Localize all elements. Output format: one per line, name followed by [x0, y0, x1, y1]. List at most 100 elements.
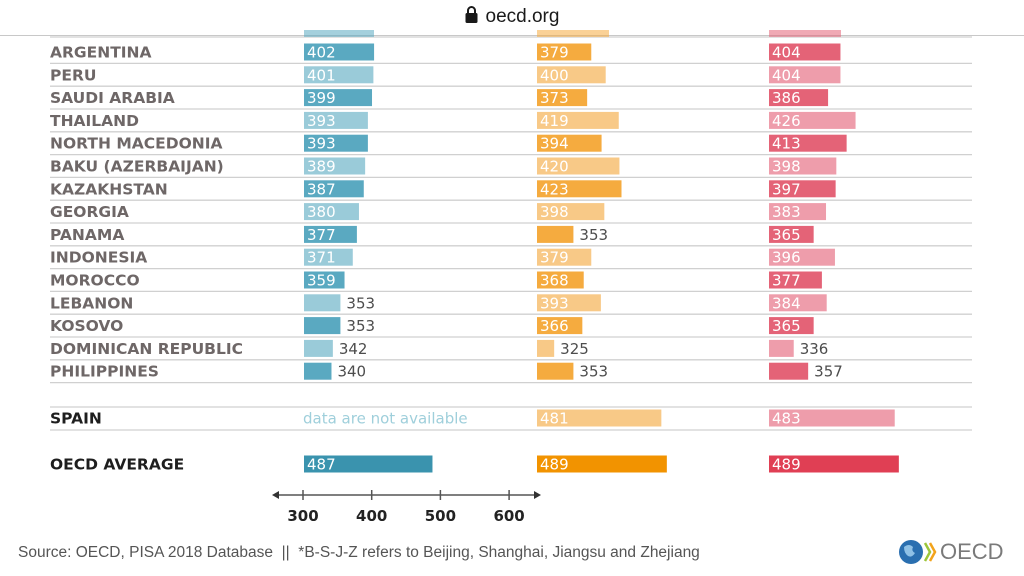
partial-math-bar [537, 30, 609, 37]
country-label: LEBANON [50, 294, 133, 312]
country-label: KAZAKHSTAN [50, 180, 168, 198]
partial-science-bar [769, 30, 841, 37]
spain-science-value-label: 483 [772, 410, 801, 428]
row-0-bar [304, 203, 359, 221]
row-0-bar [304, 111, 368, 129]
row-2-value-label: 383 [772, 203, 801, 221]
x-axis-right-arrow [534, 491, 541, 499]
row-0-bar [304, 43, 375, 61]
row-2-value-label: 404 [772, 44, 801, 62]
row-0-value-label: 387 [307, 180, 336, 198]
row-2-bar [769, 157, 837, 175]
row-0-value-label: 380 [307, 203, 336, 221]
row-0-bar [304, 157, 366, 175]
row-0-bar [304, 134, 368, 152]
country-label: SAUDI ARABIA [50, 89, 175, 107]
row-1-bar [537, 339, 555, 357]
country-label: BAKU (AZERBAIJAN) [50, 158, 224, 176]
country-label: THAILAND [50, 112, 139, 130]
row-2-value-label: 357 [814, 363, 843, 381]
spain-math-bar [537, 409, 662, 427]
url-display[interactable]: oecd.org [0, 6, 1024, 29]
oecd-math-value-label: 489 [540, 456, 569, 474]
row-1-bar [537, 294, 601, 312]
row-2-bar [769, 339, 794, 357]
row-1-bar [537, 203, 605, 221]
row-1-bar [537, 362, 574, 380]
row-2-value-label: 384 [772, 294, 801, 312]
row-2-value-label: 413 [772, 135, 801, 153]
row-2-value-label: 426 [772, 112, 801, 130]
country-label: ARGENTINA [50, 44, 152, 62]
row-2-value-label: 365 [772, 226, 801, 244]
row-1-bar [537, 180, 622, 198]
x-axis-tick-label: 400 [356, 507, 387, 525]
country-label: NORTH MACEDONIA [50, 135, 223, 153]
row-1-value-label: 394 [540, 135, 569, 153]
source-note: Source: OECD, PISA 2018 Database || *B-S… [18, 544, 700, 561]
row-1-value-label: 420 [540, 158, 569, 176]
oecd-logo[interactable]: OECD [898, 537, 1004, 567]
spain-math-value-label: 481 [540, 410, 569, 428]
row-1-value-label: 398 [540, 203, 569, 221]
country-label: INDONESIA [50, 249, 147, 267]
row-1-bar [537, 43, 592, 61]
oecd-logo-text: OECD [940, 539, 1004, 564]
row-2-value-label: 336 [800, 340, 829, 358]
row-0-bar [304, 294, 341, 312]
x-axis-left-arrow [272, 491, 279, 499]
row-2-bar [769, 225, 814, 243]
row-0-value-label: 393 [307, 135, 336, 153]
row-0-bar [304, 89, 373, 107]
row-1-value-label: 379 [540, 249, 569, 267]
row-2-bar [769, 134, 847, 152]
row-1-value-label: 366 [540, 317, 569, 335]
oecd-science-value-label: 489 [772, 456, 801, 474]
oecd-reading-value-label: 487 [307, 456, 336, 474]
row-1-value-label: 400 [540, 66, 569, 84]
row-1-value-label: 325 [560, 340, 589, 358]
row-1-value-label: 368 [540, 272, 569, 290]
oecd-math-bar [537, 455, 667, 473]
row-1-value-label: 379 [540, 44, 569, 62]
row-2-value-label: 404 [772, 66, 801, 84]
row-2-bar [769, 362, 809, 380]
country-label: PHILIPPINES [50, 363, 159, 381]
row-1-value-label: 353 [579, 226, 608, 244]
row-0-bar [304, 339, 333, 357]
country-label: PANAMA [50, 226, 124, 244]
browser-url-bar[interactable]: oecd.org [0, 0, 1024, 36]
row-2-bar [769, 66, 841, 84]
globe-icon [899, 540, 937, 564]
row-1-bar [537, 134, 602, 152]
row-1-bar [537, 225, 574, 243]
oecd-average-label: OECD AVERAGE [50, 456, 184, 474]
country-label: KOSOVO [50, 317, 123, 335]
row-2-bar [769, 317, 814, 335]
row-2-bar [769, 294, 827, 312]
country-label: PERU [50, 66, 96, 84]
spain-science-bar [769, 409, 895, 427]
spain-label: SPAIN [50, 410, 102, 428]
row-2-value-label: 377 [772, 272, 801, 290]
country-label: DOMINICAN REPUBLIC [50, 340, 243, 358]
row-0-bar [304, 271, 345, 289]
row-0-value-label: 402 [307, 44, 336, 62]
row-2-value-label: 365 [772, 317, 801, 335]
row-0-bar [304, 317, 341, 335]
oecd-science-bar [769, 455, 899, 473]
row-0-value-label: 393 [307, 112, 336, 130]
row-1-value-label: 419 [540, 112, 569, 130]
row-0-bar [304, 66, 374, 84]
x-axis-tick-label: 500 [425, 507, 456, 525]
row-0-value-label: 371 [307, 249, 336, 267]
row-0-value-label: 399 [307, 89, 336, 107]
x-axis-tick-label: 300 [287, 507, 318, 525]
row-2-bar [769, 203, 827, 221]
row-0-bar [304, 362, 332, 380]
row-0-bar [304, 248, 353, 266]
row-2-bar [769, 271, 822, 289]
url-text: oecd.org [485, 6, 560, 27]
row-2-value-label: 397 [772, 180, 801, 198]
row-1-bar [537, 271, 584, 289]
